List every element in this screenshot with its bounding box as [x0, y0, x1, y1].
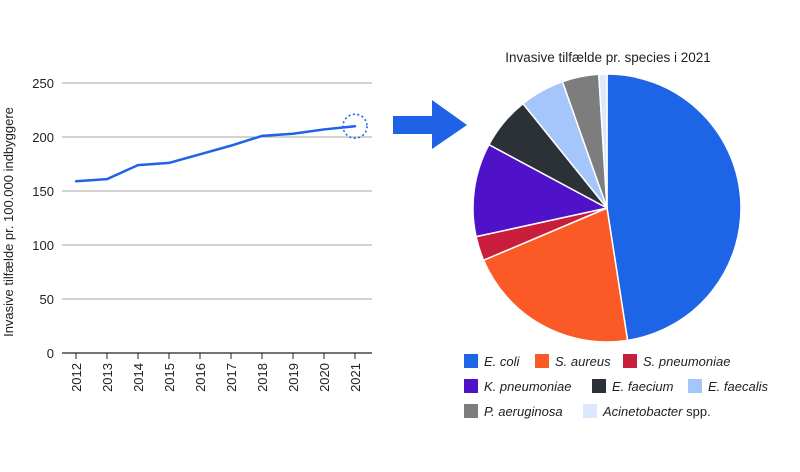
- x-tick-label: 2019: [286, 363, 301, 392]
- legend-swatch: [464, 404, 478, 418]
- y-gridlines: [62, 82, 372, 354]
- pie-title: Invasive tilfælde pr. species i 2021: [505, 50, 711, 65]
- x-tick-label: 2015: [162, 363, 177, 392]
- line-chart: 0 50 100 150 200 250 2012 2013 2014 2015 2016 2017…: [1, 76, 372, 392]
- legend-label: E. faecium: [612, 379, 674, 394]
- legend-label: Acinetobacter spp.: [602, 404, 711, 419]
- x-tick-label: 2017: [224, 363, 239, 392]
- legend-swatch: [464, 354, 478, 368]
- data-point: [229, 144, 233, 147]
- pie-slice: [598, 73, 608, 209]
- y-tick-label: 250: [32, 76, 54, 91]
- pie-slice: [606, 73, 742, 342]
- data-point: [322, 128, 326, 131]
- data-point: [353, 125, 357, 128]
- legend-species-name: S. pneumoniae: [643, 354, 730, 369]
- arrow-icon: [393, 100, 467, 149]
- highlight-circle: [342, 113, 368, 139]
- x-tick-label: 2013: [100, 363, 115, 392]
- pie-slice: [482, 207, 629, 343]
- data-point: [136, 163, 140, 167]
- y-tick-label: 50: [40, 292, 54, 307]
- legend-swatch: [688, 379, 702, 393]
- legend-species-name: K. pneumoniae: [484, 379, 571, 394]
- legend-species-name: P. aeruginosa: [484, 404, 563, 419]
- legend-label: S. pneumoniae: [643, 354, 730, 369]
- legend-swatch: [583, 404, 597, 418]
- data-point: [198, 153, 202, 156]
- legend-label: E. coli: [484, 354, 521, 369]
- legend-species-name: E. faecalis: [708, 379, 768, 394]
- legend-species-name: E. coli: [484, 354, 521, 369]
- legend-label: E. faecalis: [708, 379, 768, 394]
- y-tick-labels: 0 50 100 150 200 250: [32, 76, 54, 361]
- pie-chart: Invasive tilfælde pr. species i 2021 E. …: [464, 50, 768, 419]
- legend-swatch: [535, 354, 549, 368]
- legend-species-name: Acinetobacter: [602, 404, 683, 419]
- y-tick-label: 100: [32, 238, 54, 253]
- x-tick-labels: 2012 2013 2014 2015 2016 2017 2018 2019 2020 2021: [69, 353, 363, 392]
- data-point: [291, 132, 295, 135]
- arrow-shape: [393, 100, 467, 149]
- x-tick-label: 2012: [69, 363, 84, 392]
- y-tick-label: 200: [32, 130, 54, 145]
- pie-legend: E. coli S. aureus S. pneumoniae K. pneumoni…: [464, 354, 768, 419]
- x-tick-label: 2021: [348, 363, 363, 392]
- data-point: [74, 180, 78, 183]
- pie-slices: [472, 73, 742, 343]
- data-point: [260, 134, 264, 138]
- legend-species-name: S. aureus: [555, 354, 611, 369]
- x-tick-label: 2014: [131, 363, 146, 392]
- legend-swatch: [592, 379, 606, 393]
- x-tick-label: 2020: [317, 363, 332, 392]
- data-point: [105, 177, 109, 181]
- y-tick-label: 0: [47, 346, 54, 361]
- legend-label: S. aureus: [555, 354, 611, 369]
- legend-species-name: E. faecium: [612, 379, 674, 394]
- legend-suffix: spp.: [683, 404, 711, 419]
- series-line: [75, 124, 356, 183]
- x-tick-label: 2018: [255, 363, 270, 392]
- y-axis-label: Invasive tilfælde pr. 100.000 indbyggere: [1, 107, 16, 337]
- pie-slice: [472, 143, 608, 238]
- y-tick-label: 150: [32, 184, 54, 199]
- data-point: [167, 161, 171, 165]
- legend-swatch: [623, 354, 637, 368]
- line-series: [74, 113, 368, 183]
- legend-swatch: [464, 379, 478, 393]
- legend-label: P. aeruginosa: [484, 404, 563, 419]
- legend-label: K. pneumoniae: [484, 379, 571, 394]
- x-tick-label: 2016: [193, 363, 208, 392]
